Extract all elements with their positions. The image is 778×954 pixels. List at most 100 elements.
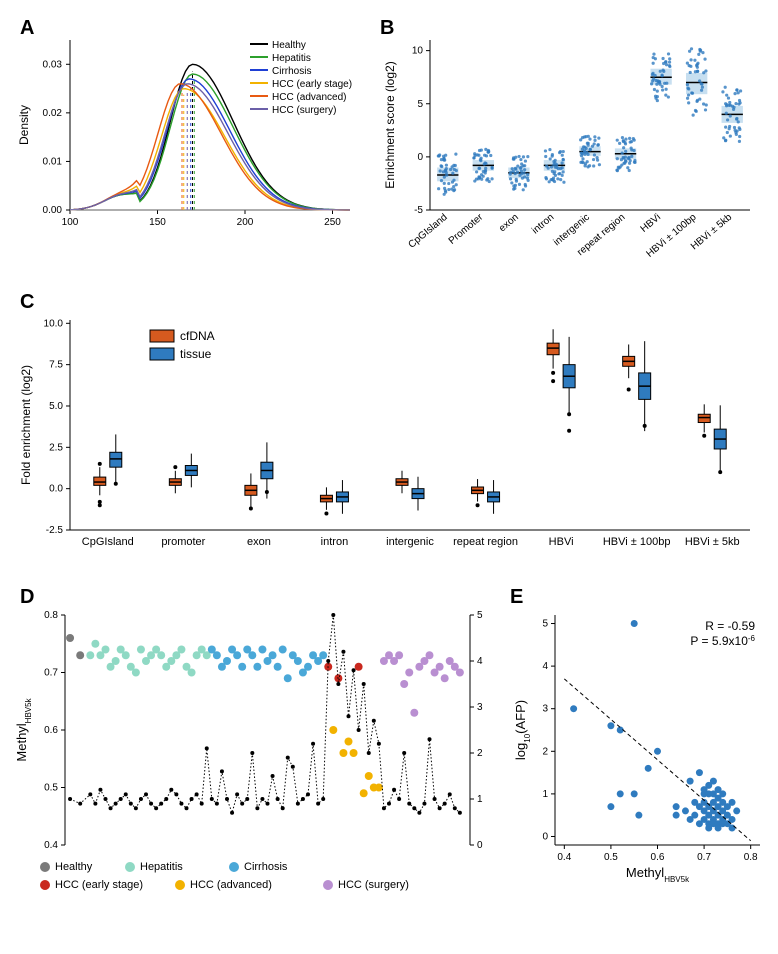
jitter-point	[616, 139, 619, 142]
jitter-point	[523, 175, 526, 178]
jitter-point	[440, 164, 443, 167]
jitter-point	[699, 50, 702, 53]
scatter-point	[132, 669, 140, 677]
svg-text:3: 3	[477, 702, 483, 713]
outlier	[324, 511, 328, 515]
jitter-point	[554, 159, 557, 162]
jitter-point	[622, 146, 625, 149]
jitter-point	[562, 158, 565, 161]
jitter-point	[551, 153, 554, 156]
svg-text:4: 4	[542, 661, 548, 672]
jitter-point	[477, 177, 480, 180]
scatter-point	[405, 669, 413, 677]
axis-label-y-E: log10(AFP)	[513, 700, 532, 760]
jitter-point	[438, 153, 441, 156]
scatter-point	[375, 784, 383, 792]
svg-text:150: 150	[149, 217, 166, 228]
scatter-point	[274, 663, 282, 671]
jitter-point	[586, 165, 589, 168]
scatter-point	[426, 651, 434, 659]
jitter-point	[588, 138, 591, 141]
scatter-point	[631, 790, 638, 797]
legend-swatch	[175, 880, 185, 890]
jitter-point	[686, 62, 689, 65]
jitter-point	[561, 154, 564, 157]
jitter-point	[516, 171, 519, 174]
jitter-point	[725, 94, 728, 97]
jitter-point	[482, 175, 485, 178]
jitter-point	[451, 180, 454, 183]
svg-text:5: 5	[477, 610, 483, 621]
svg-text:0.5: 0.5	[604, 852, 618, 863]
jitter-point	[484, 169, 487, 172]
jitter-point	[689, 58, 692, 61]
scatter-point	[436, 663, 444, 671]
jitter-point	[738, 135, 741, 138]
jitter-point	[733, 126, 736, 129]
jitter-point	[621, 152, 624, 155]
jitter-point	[628, 169, 631, 172]
svg-text:0.5: 0.5	[44, 783, 58, 794]
scatter-point	[691, 812, 698, 819]
jitter-point	[627, 157, 630, 160]
jitter-point	[667, 52, 670, 55]
legend-swatch	[125, 862, 135, 872]
jitter-point	[514, 184, 517, 187]
jitter-point	[738, 128, 741, 131]
jitter-point	[687, 101, 690, 104]
jitter-point	[522, 188, 525, 191]
panel-D: D0.40.50.60.70.8012345MethylHBV5kHealthy…	[14, 586, 483, 891]
jitter-point	[518, 183, 521, 186]
jitter-point	[660, 74, 663, 77]
xtick-label: CpGIsland	[82, 536, 134, 548]
axis-label-x-E: MethylHBV5k	[626, 865, 690, 884]
jitter-point	[557, 167, 560, 170]
legend-item: Hepatitis	[140, 861, 183, 873]
jitter-point	[517, 155, 520, 158]
scatter-point	[345, 738, 353, 746]
jitter-point	[513, 187, 516, 190]
xtick-label: exon	[497, 212, 521, 234]
jitter-point	[485, 154, 488, 157]
jitter-point	[515, 178, 518, 181]
svg-text:200: 200	[237, 217, 254, 228]
jitter-point	[686, 83, 689, 86]
jitter-point	[472, 156, 475, 159]
svg-text:250: 250	[324, 217, 341, 228]
jitter-point	[668, 61, 671, 64]
legend-item: Cirrhosis	[244, 861, 288, 873]
scatter-point	[339, 749, 347, 757]
jitter-point	[738, 140, 741, 143]
scatter-point	[673, 812, 680, 819]
jitter-point	[443, 187, 446, 190]
jitter-point	[705, 103, 708, 106]
axis-label-y-A: Density	[17, 105, 31, 145]
jitter-point	[593, 135, 596, 138]
jitter-point	[665, 88, 668, 91]
legend-swatch	[150, 330, 174, 342]
outlier	[114, 482, 118, 486]
jitter-point	[661, 85, 664, 88]
jitter-point	[509, 177, 512, 180]
scatter-point	[635, 812, 642, 819]
jitter-point	[721, 90, 724, 93]
svg-text:10.0: 10.0	[44, 318, 64, 329]
xtick-label: exon	[247, 536, 271, 548]
outlier	[567, 429, 571, 433]
svg-text:-2.5: -2.5	[46, 525, 64, 536]
jitter-point	[691, 92, 694, 95]
jitter-point	[447, 182, 450, 185]
svg-text:7.5: 7.5	[49, 360, 63, 371]
scatter-point	[719, 790, 726, 797]
svg-text:4: 4	[477, 656, 483, 667]
jitter-point	[520, 169, 523, 172]
scatter-point	[456, 669, 464, 677]
jitter-point	[632, 149, 635, 152]
legend-item: HCC (surgery)	[338, 879, 409, 891]
jitter-point	[592, 164, 595, 167]
jitter-point	[729, 114, 732, 117]
jitter-point	[735, 130, 738, 133]
scatter-point	[157, 651, 165, 659]
jitter-point	[618, 142, 621, 145]
legend-swatch	[40, 862, 50, 872]
